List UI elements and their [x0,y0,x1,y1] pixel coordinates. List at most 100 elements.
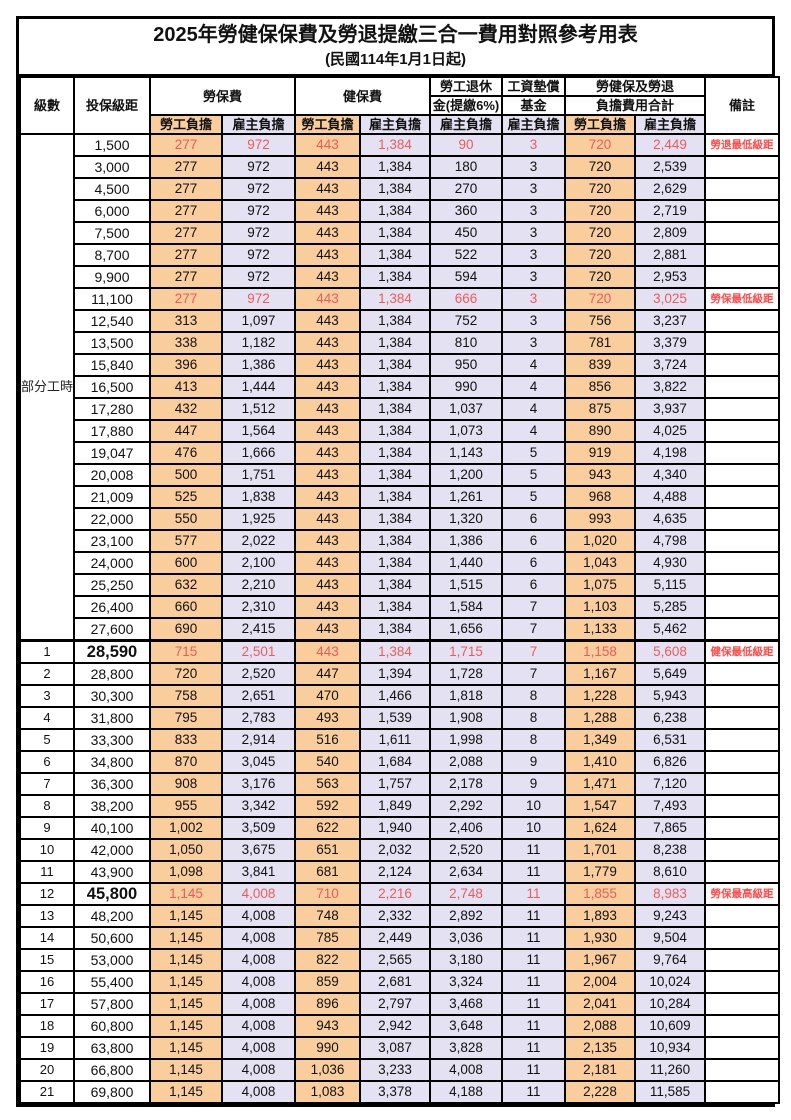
tot-emp-cell: 2,041 [564,992,637,1016]
fee-table: 級數 投保級距 勞保費 健保費 勞工退休 工資墊償 勞健保及勞退 備註 金(提繳… [19,76,781,1104]
subheader-total-employee: 勞工負擔 [564,114,637,135]
tot-er-cell: 11,260 [634,1058,707,1082]
table-row: 20,008 500 1,751 443 1,384 1,200 5 943 4,340 [20,463,781,487]
table-row: 19 63,800 1,145 4,008 990 3,087 3,828 11 2,135 10… [19,1036,781,1060]
bracket-cell: 3,000 [73,155,151,179]
hi-emp-cell: 443 [294,309,362,333]
bracket-cell: 17,280 [73,397,151,421]
tot-emp-cell: 2,181 [564,1058,637,1082]
tot-er-cell: 2,719 [634,199,707,223]
fund-er-cell: 8 [501,706,567,730]
fund-er-cell: 5 [501,441,567,465]
li-er-cell: 1,097 [220,309,297,333]
fund-er-cell: 7 [501,639,567,664]
tot-emp-cell: 1,547 [564,794,637,818]
li-er-cell: 4,008 [220,1036,297,1060]
table-row: 11,100 277 972 443 1,384 666 3 720 3,025 勞保最低級距 [20,287,781,311]
tot-er-cell: 4,198 [634,441,707,465]
table-row: 6,000 277 972 443 1,384 360 3 720 2,719 [20,199,781,223]
table-row: 16,500 413 1,444 443 1,384 990 4 856 3,822 [20,375,781,399]
level-cell: 9 [19,816,75,840]
tot-er-cell: 9,764 [634,948,707,972]
level-cell: 21 [19,1080,75,1104]
remark-cell: 健保最低級距 [704,639,781,664]
tot-emp-cell: 856 [564,375,637,399]
bracket-cell: 69,800 [73,1080,151,1104]
hi-emp-cell: 443 [294,133,362,157]
level-cell: 6 [19,750,75,774]
table-row: 3 30,300 758 2,651 470 1,466 1,818 8 1,228 5,943 [19,684,781,708]
hi-emp-cell: 443 [294,221,362,245]
fund-er-cell: 9 [501,772,567,796]
tot-emp-cell: 1,701 [564,838,637,862]
tot-emp-cell: 1,349 [564,728,637,752]
hi-emp-cell: 443 [294,485,362,509]
hi-er-cell: 1,384 [359,595,432,619]
table-row: 18 60,800 1,145 4,008 943 2,942 3,648 11 2,088 10… [19,1014,781,1038]
bracket-cell: 33,300 [73,728,151,752]
remark-cell [704,926,781,950]
hi-emp-cell: 443 [294,595,362,619]
li-er-cell: 1,182 [220,331,297,355]
pen-er-cell: 1,818 [429,684,504,708]
hi-emp-cell: 443 [294,419,362,443]
pen-er-cell: 180 [429,155,504,179]
bracket-cell: 48,200 [73,904,151,928]
header-bracket: 投保級距 [73,76,151,135]
tot-emp-cell: 1,410 [564,750,637,774]
li-emp-cell: 660 [149,595,223,619]
pen-er-cell: 2,634 [429,860,504,884]
remark-cell [704,485,781,509]
hi-er-cell: 1,384 [359,639,432,664]
bracket-cell: 21,009 [73,485,151,509]
bracket-cell: 36,300 [73,772,151,796]
hi-emp-cell: 710 [294,882,362,906]
table-row: 4,500 277 972 443 1,384 270 3 720 2,629 [20,177,781,201]
remark-cell [704,353,781,377]
hi-er-cell: 2,124 [359,860,432,884]
table-row: 14 50,600 1,145 4,008 785 2,449 3,036 11 1,930 9,… [19,926,781,950]
subheader-li-employee: 勞工負擔 [149,114,223,135]
table-row: 5 33,300 833 2,914 516 1,611 1,998 8 1,349 6,531 [19,728,781,752]
bracket-cell: 34,800 [73,750,151,774]
li-emp-cell: 277 [149,221,223,245]
pen-er-cell: 666 [429,287,504,311]
hi-er-cell: 1,384 [359,177,432,201]
remark-cell [704,816,781,840]
table-body: 部分工時 1,500 277 972 443 1,384 90 3 720 2,449 勞退最低級距… [19,133,781,1104]
hi-er-cell: 2,565 [359,948,432,972]
pen-er-cell: 810 [429,331,504,355]
hi-emp-cell: 540 [294,750,362,774]
table-row: 21,009 525 1,838 443 1,384 1,261 5 968 4,488 [20,485,781,509]
li-er-cell: 2,310 [220,595,297,619]
remark-cell [704,1036,781,1060]
header-wage-fund-line1: 工資墊償 [501,76,567,97]
hi-er-cell: 2,216 [359,882,432,906]
tot-er-cell: 8,610 [634,860,707,884]
bracket-cell: 40,100 [73,816,151,840]
tot-emp-cell: 1,133 [564,617,637,642]
li-er-cell: 2,783 [220,706,297,730]
remark-cell [704,155,781,179]
hi-er-cell: 1,384 [359,485,432,509]
remark-cell [704,860,781,884]
pen-er-cell: 2,748 [429,882,504,906]
hi-emp-cell: 681 [294,860,362,884]
bracket-cell: 23,100 [73,529,151,553]
fund-er-cell: 8 [501,684,567,708]
pen-er-cell: 3,468 [429,992,504,1016]
pen-er-cell: 3,036 [429,926,504,950]
hi-emp-cell: 785 [294,926,362,950]
tot-er-cell: 3,025 [634,287,707,311]
hi-emp-cell: 443 [294,441,362,465]
tot-emp-cell: 1,967 [564,948,637,972]
li-er-cell: 1,925 [220,507,297,531]
remark-cell [704,904,781,928]
remark-cell: 勞退最低級距 [704,133,781,157]
bracket-cell: 4,500 [73,177,151,201]
level-cell: 16 [19,970,75,994]
li-er-cell: 3,509 [220,816,297,840]
li-emp-cell: 525 [149,485,223,509]
tot-emp-cell: 1,624 [564,816,637,840]
subheader-total-employer: 雇主負擔 [634,114,707,135]
